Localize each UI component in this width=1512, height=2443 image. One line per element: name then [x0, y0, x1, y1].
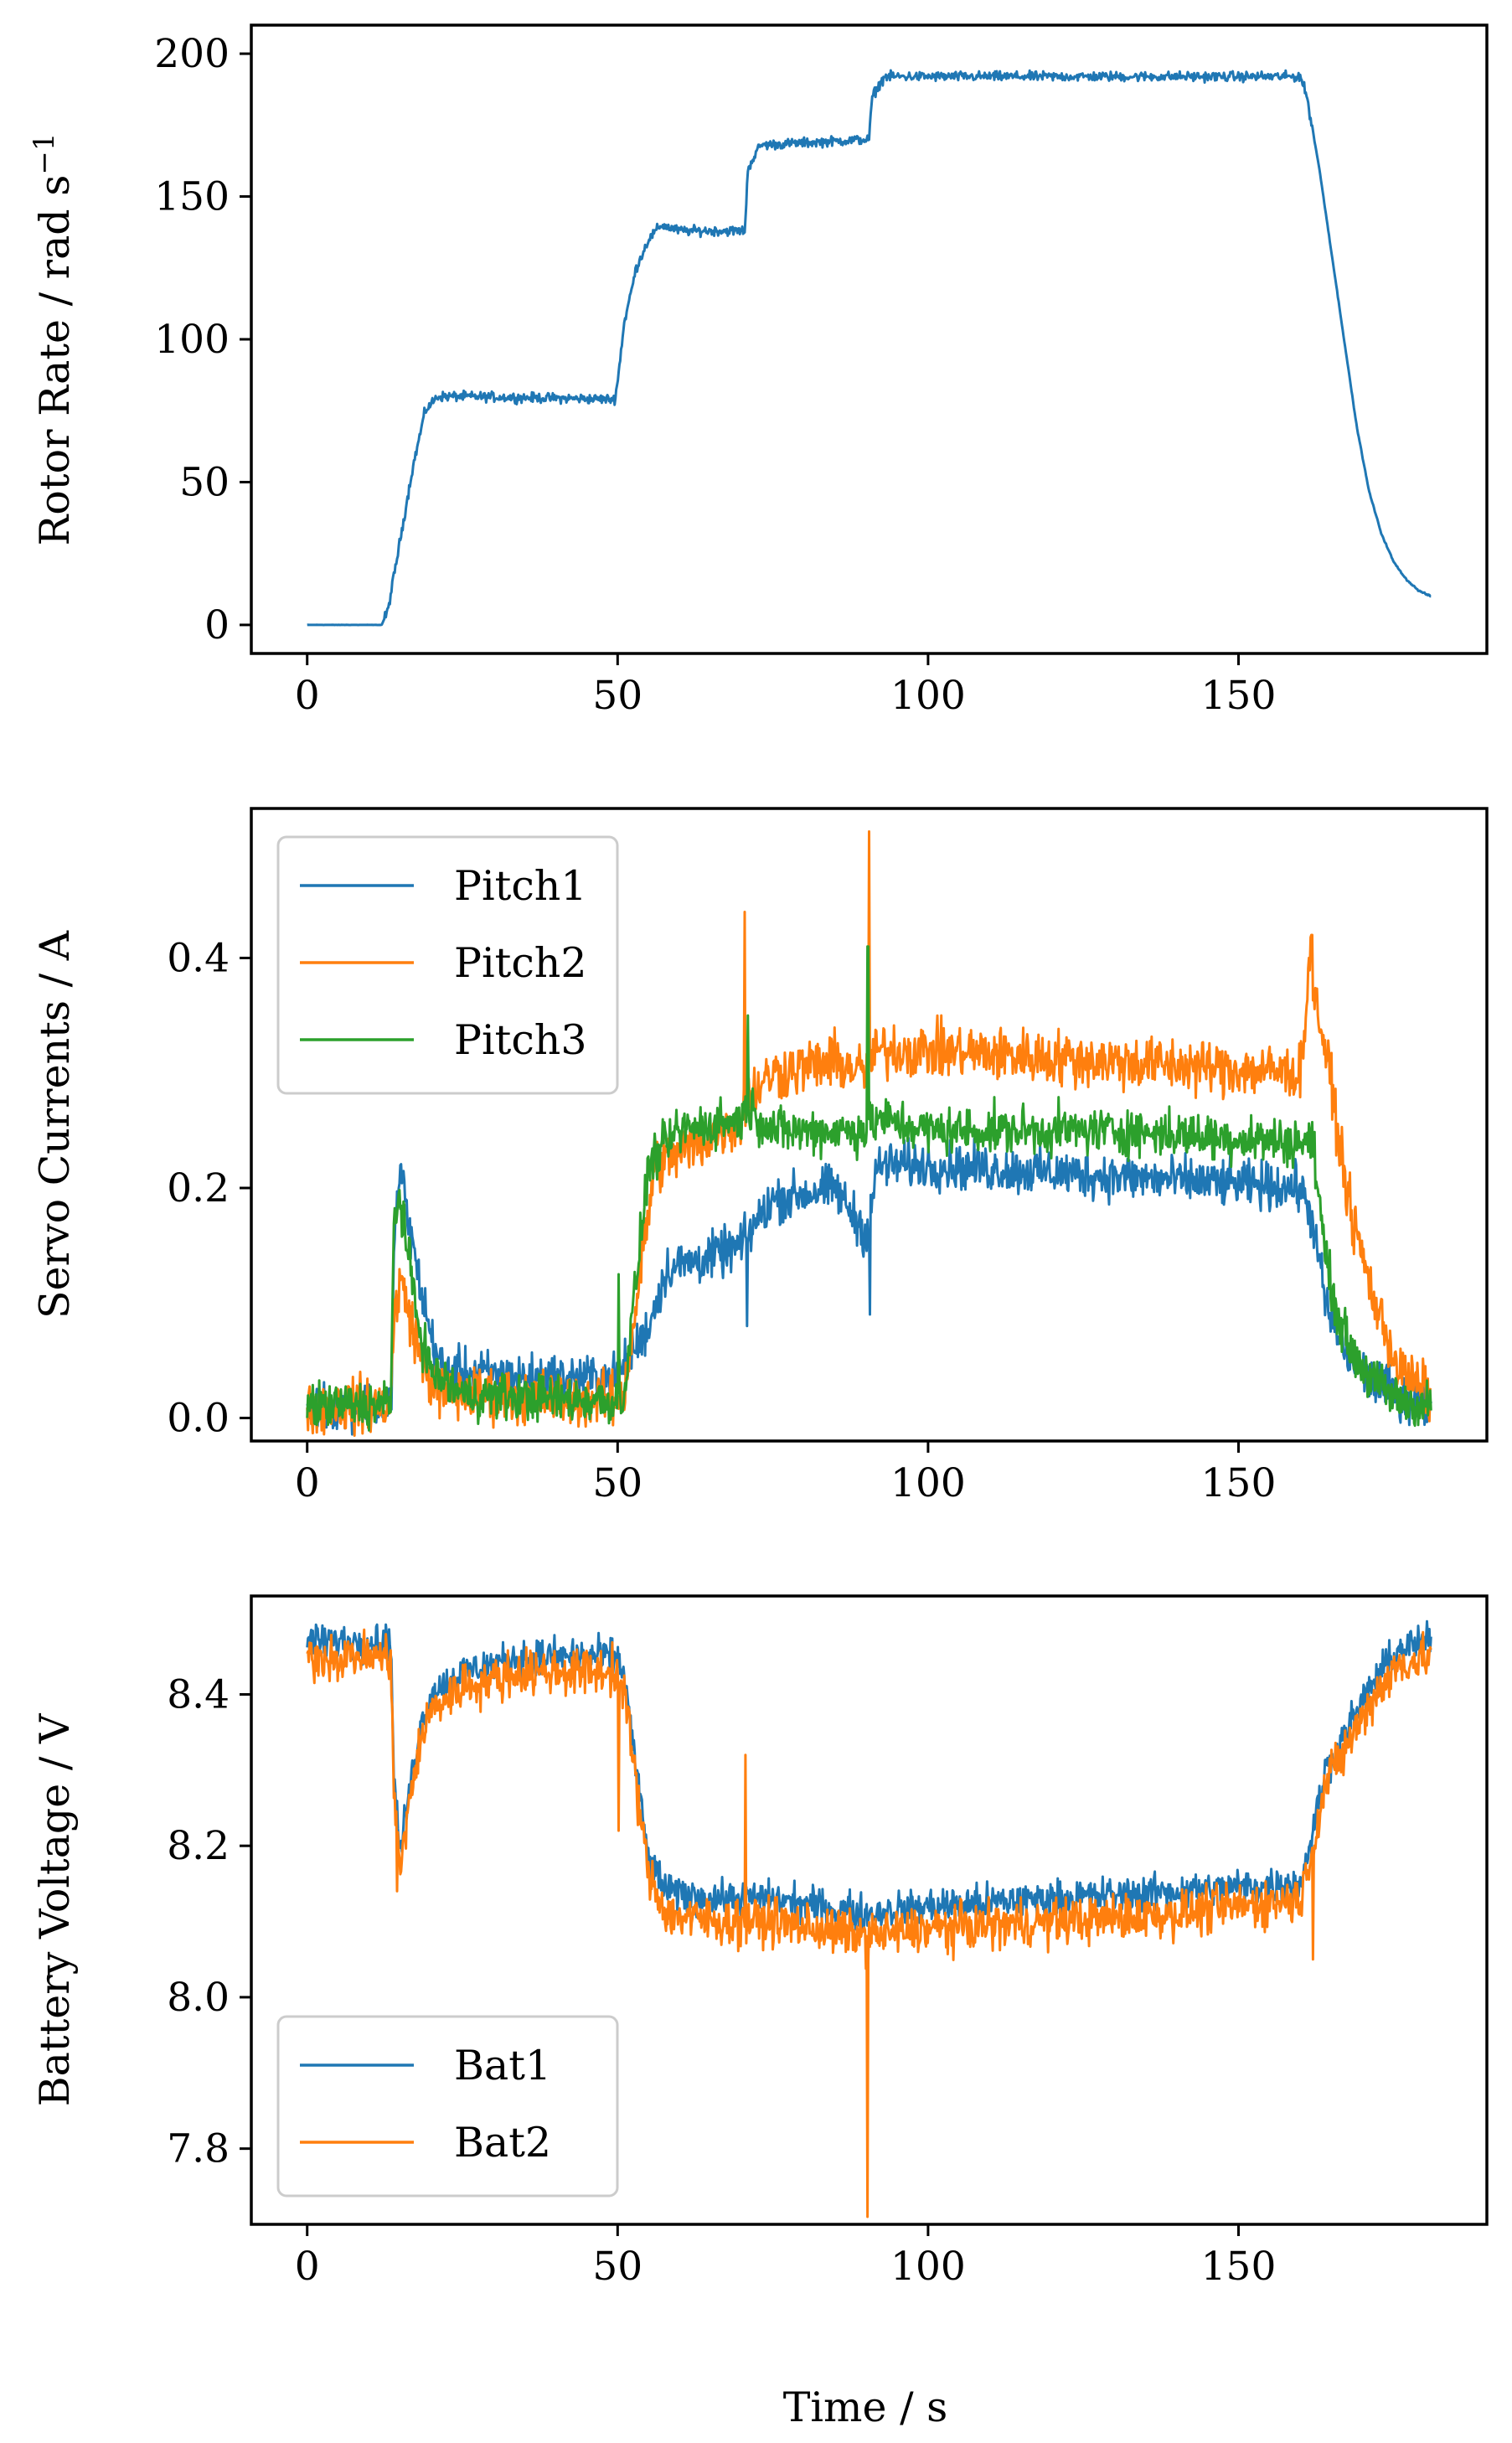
rotor-lines: [307, 69, 1432, 627]
servo-legend: Pitch1 Pitch2 Pitch3: [276, 835, 619, 1095]
x-tick-label: 100: [890, 673, 966, 719]
y-tick-label: 7.8: [167, 2126, 230, 2172]
battery-axes-frame: [250, 1594, 1489, 2226]
y-tick-label: 0.4: [167, 935, 230, 981]
x-tick-label: 50: [592, 673, 642, 719]
x-tick-label: 150: [1201, 673, 1277, 719]
legend-label-pitch2: Pitch2: [454, 939, 587, 987]
series-line-pitch1: [306, 1136, 1432, 1436]
x-tick-label: 0: [295, 2244, 320, 2290]
y-tick-label: 100: [154, 317, 230, 363]
battery-lines: [306, 1619, 1432, 2218]
servo-lines: [306, 830, 1432, 1437]
servo-axes-frame: [250, 807, 1489, 1443]
legend-box: [276, 835, 619, 1095]
battery-y-axis-label: Battery Voltage / V: [31, 1712, 79, 2106]
legend-label-bat1: Bat1: [454, 2042, 551, 2089]
series-line-bat2: [306, 1628, 1432, 2218]
battery-legend: Bat1 Bat2: [276, 2015, 619, 2198]
legend-label-pitch3: Pitch3: [454, 1016, 587, 1064]
y-tick-label: 0: [204, 602, 230, 648]
servo-y-axis-label: Servo Currents / A: [31, 930, 79, 1319]
y-tick-label: 150: [154, 174, 230, 220]
x-tick-label: 50: [592, 1460, 642, 1506]
series-line-pitch2: [306, 830, 1432, 1437]
x-tick-label: 50: [592, 2244, 642, 2290]
legend-label-bat2: Bat2: [454, 2119, 551, 2167]
y-tick-label: 0.2: [167, 1165, 230, 1211]
x-tick-label: 150: [1201, 2244, 1277, 2290]
legend-label-pitch1: Pitch1: [454, 862, 587, 910]
series-line-rotor-rate: [307, 69, 1432, 627]
x-tick-label: 0: [295, 1460, 320, 1506]
series-line-pitch3: [306, 945, 1432, 1432]
x-axis-label: Time / s: [783, 2384, 948, 2431]
y-tick-label: 8.0: [167, 1975, 230, 2021]
panel-rotor-rate: 0 50 100 150 0 50 100 150 200 Rotor Rate / rad s−…: [28, 23, 1489, 719]
panel-battery-voltage: 0 50 100 150 7.8 8.0 8.2 8.4 Battery Voltage / V…: [31, 1594, 1489, 2290]
x-tick-label: 100: [890, 1460, 966, 1506]
y-tick-label: 200: [154, 31, 230, 77]
y-tick-label: 0.0: [167, 1396, 230, 1442]
panel-servo-currents: 0 50 100 150 0.0 0.2 0.4 Servo Currents / A Pitc…: [31, 807, 1489, 1506]
series-line-bat1: [306, 1619, 1432, 1933]
rotor-y-axis-label: Rotor Rate / rad s−1: [28, 132, 79, 545]
y-tick-label: 50: [179, 459, 230, 505]
x-tick-label: 0: [295, 673, 320, 719]
y-tick-label: 8.2: [167, 1823, 230, 1869]
legend-box: [276, 2015, 619, 2198]
x-tick-label: 100: [890, 2244, 966, 2290]
y-tick-label: 8.4: [167, 1671, 230, 1717]
x-tick-label: 150: [1201, 1460, 1277, 1506]
